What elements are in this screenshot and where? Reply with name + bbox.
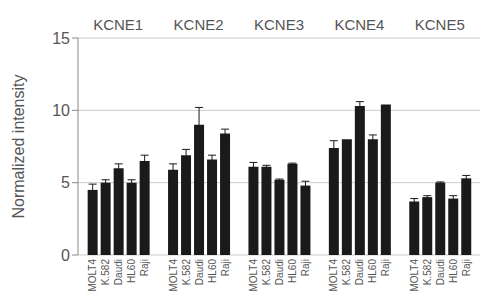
svg-text:HL60: HL60 (367, 259, 378, 283)
svg-text:10: 10 (52, 102, 70, 119)
svg-text:Raji: Raji (139, 259, 150, 276)
svg-text:0: 0 (61, 247, 70, 264)
svg-text:KCNE1: KCNE1 (93, 16, 143, 33)
svg-text:KCNE4: KCNE4 (334, 16, 384, 33)
svg-text:K.582: K.582 (261, 259, 272, 286)
svg-text:MOLT4: MOLT4 (168, 259, 179, 292)
svg-text:Daudi: Daudi (435, 259, 446, 285)
svg-text:K.582: K.582 (181, 259, 192, 286)
svg-text:K.582: K.582 (422, 259, 433, 286)
svg-text:Raji: Raji (461, 259, 472, 276)
svg-text:Raji: Raji (380, 259, 391, 276)
svg-text:MOLT4: MOLT4 (248, 259, 259, 292)
svg-text:Daudi: Daudi (354, 259, 365, 285)
svg-text:HL60: HL60 (207, 259, 218, 283)
svg-text:KCNE3: KCNE3 (254, 16, 304, 33)
svg-text:KCNE2: KCNE2 (174, 16, 224, 33)
svg-text:Normalized intensity: Normalized intensity (10, 74, 27, 218)
svg-text:Daudi: Daudi (113, 259, 124, 285)
svg-text:15: 15 (52, 30, 70, 47)
svg-text:Daudi: Daudi (194, 259, 205, 285)
svg-text:5: 5 (61, 174, 70, 191)
svg-text:Raji: Raji (220, 259, 231, 276)
svg-text:HL60: HL60 (126, 259, 137, 283)
svg-text:MOLT4: MOLT4 (328, 259, 339, 292)
svg-text:K.582: K.582 (100, 259, 111, 286)
svg-text:HL60: HL60 (287, 259, 298, 283)
svg-text:K.582: K.582 (341, 259, 352, 286)
svg-text:Daudi: Daudi (274, 259, 285, 285)
svg-text:KCNE5: KCNE5 (415, 16, 465, 33)
svg-text:Raji: Raji (300, 259, 311, 276)
svg-text:MOLT4: MOLT4 (409, 259, 420, 292)
svg-text:HL60: HL60 (448, 259, 459, 283)
svg-text:MOLT4: MOLT4 (87, 259, 98, 292)
